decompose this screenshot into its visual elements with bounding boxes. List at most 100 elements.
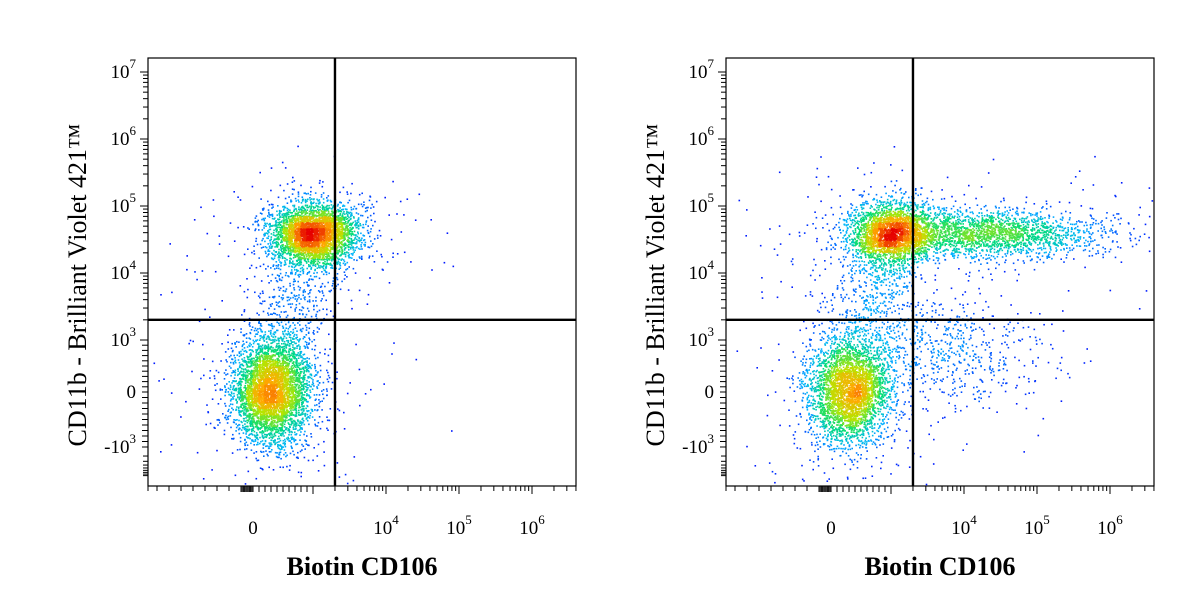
event-dot	[211, 398, 214, 400]
event-dot	[256, 423, 259, 425]
event-dot	[323, 257, 325, 260]
event-dot	[274, 451, 277, 454]
event-dot	[276, 416, 278, 419]
event-dot	[278, 419, 280, 421]
event-dot	[227, 255, 230, 258]
event-dot	[298, 395, 301, 397]
event-dot	[376, 250, 378, 252]
event-dot	[253, 440, 255, 443]
event-dot	[290, 399, 292, 402]
event-dot	[328, 333, 330, 336]
event-dot	[273, 424, 275, 426]
event-dot	[340, 220, 342, 222]
event-dot	[284, 438, 286, 441]
event-dot	[252, 409, 255, 412]
event-dot	[263, 224, 265, 227]
event-dot	[234, 343, 236, 345]
event-dot	[339, 223, 341, 225]
event-dot	[273, 308, 276, 310]
event-dot	[379, 235, 382, 237]
event-dot	[308, 299, 311, 301]
event-dot	[336, 462, 339, 464]
event-dot	[267, 265, 269, 268]
event-dot	[288, 393, 291, 396]
event-dot	[300, 424, 303, 426]
event-dot	[286, 409, 288, 412]
event-dot	[292, 386, 295, 388]
event-dot	[251, 439, 253, 441]
event-dot	[201, 270, 204, 272]
event-dot	[346, 232, 348, 234]
event-dot	[335, 276, 338, 279]
event-dot	[259, 442, 261, 445]
event-dot	[322, 389, 325, 391]
event-dot	[246, 387, 249, 389]
event-dot	[253, 410, 255, 413]
event-dot	[314, 192, 317, 194]
event-dot	[270, 245, 273, 248]
event-dot	[268, 216, 271, 218]
event-dot	[309, 289, 311, 292]
event-dot	[294, 324, 296, 326]
event-dot	[277, 267, 280, 270]
event-dot	[331, 248, 334, 250]
event-dot	[317, 290, 320, 292]
event-dot	[363, 243, 365, 246]
event-dot	[361, 248, 363, 250]
event-dot	[274, 354, 276, 357]
event-dot	[255, 237, 258, 240]
event-dot	[289, 413, 292, 416]
event-dot	[258, 422, 260, 424]
event-dot	[259, 427, 262, 429]
event-dot	[300, 389, 303, 391]
event-dot	[253, 418, 255, 421]
event-dot	[292, 331, 295, 333]
event-dot	[267, 230, 269, 232]
event-dot	[289, 257, 291, 260]
event-dot	[281, 236, 283, 238]
event-dot	[255, 477, 258, 480]
event-dot	[311, 254, 313, 257]
event-dot	[296, 369, 298, 372]
event-dot	[340, 222, 343, 225]
event-dot	[245, 448, 248, 450]
event-dot	[249, 371, 252, 374]
event-dot	[290, 200, 292, 203]
event-dot	[268, 445, 270, 448]
event-dot	[276, 421, 278, 424]
event-dot	[293, 188, 295, 191]
event-dot	[301, 356, 303, 358]
event-dot	[307, 285, 309, 287]
event-dot	[275, 251, 278, 253]
event-dot	[256, 427, 259, 430]
event-dot	[338, 409, 341, 412]
event-dot	[273, 218, 275, 220]
event-dot	[242, 432, 245, 434]
event-dot	[249, 425, 252, 427]
event-dot	[348, 249, 350, 251]
event-dot	[241, 345, 244, 348]
event-dot	[312, 212, 315, 214]
event-dot	[260, 423, 263, 425]
event-dot	[327, 212, 330, 215]
event-dot	[236, 374, 239, 377]
event-dot	[307, 459, 310, 462]
event-dot	[281, 419, 284, 422]
event-dot	[285, 344, 287, 347]
event-dot	[283, 219, 286, 221]
event-dot	[278, 218, 281, 221]
event-dot	[262, 362, 265, 365]
event-dot	[293, 352, 295, 354]
event-dot	[244, 438, 246, 441]
event-dot	[358, 240, 361, 243]
event-dot	[335, 267, 337, 270]
event-dot	[344, 228, 347, 230]
event-dot	[270, 436, 272, 438]
event-dot	[297, 471, 300, 474]
event-dot	[326, 208, 328, 211]
event-dot	[323, 252, 325, 254]
event-dot	[268, 348, 270, 350]
event-dot	[280, 419, 282, 422]
event-dot	[255, 340, 257, 342]
event-dot	[291, 404, 294, 406]
